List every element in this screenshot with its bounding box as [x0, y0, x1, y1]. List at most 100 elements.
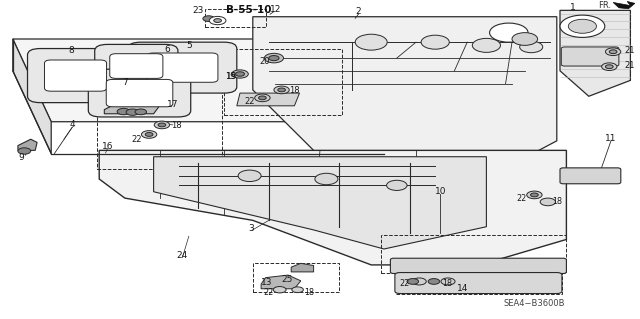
Text: 21: 21 [624, 46, 634, 55]
Circle shape [158, 123, 166, 127]
Text: 22: 22 [516, 194, 527, 203]
Text: 12: 12 [269, 5, 281, 14]
Text: 19: 19 [225, 72, 236, 81]
Text: 22: 22 [264, 288, 274, 297]
FancyBboxPatch shape [44, 60, 106, 91]
Text: 21: 21 [624, 61, 634, 70]
Text: 18: 18 [171, 121, 181, 130]
Polygon shape [253, 17, 557, 208]
Polygon shape [99, 150, 566, 265]
Circle shape [236, 72, 244, 76]
Circle shape [560, 15, 605, 37]
Bar [97, 85, 222, 169]
Circle shape [292, 287, 303, 293]
Text: 25: 25 [281, 275, 292, 284]
FancyBboxPatch shape [106, 79, 173, 107]
Text: 7: 7 [123, 78, 128, 87]
Polygon shape [18, 139, 37, 150]
Polygon shape [560, 10, 630, 96]
Polygon shape [104, 101, 160, 114]
Polygon shape [13, 39, 384, 122]
Text: 18: 18 [289, 86, 300, 95]
Circle shape [512, 33, 538, 45]
Circle shape [203, 16, 214, 21]
Polygon shape [13, 39, 51, 153]
FancyBboxPatch shape [561, 47, 619, 66]
Circle shape [238, 170, 261, 182]
Text: 8: 8 [69, 46, 74, 55]
Text: 2: 2 [356, 7, 361, 17]
Text: 24: 24 [177, 251, 188, 260]
Text: FR.: FR. [598, 1, 611, 10]
Circle shape [412, 278, 426, 285]
Bar [381, 235, 566, 273]
Text: 22: 22 [399, 279, 410, 288]
Circle shape [472, 38, 500, 52]
Text: SEA4−B3600B: SEA4−B3600B [504, 299, 565, 308]
Circle shape [428, 278, 440, 284]
Circle shape [117, 108, 130, 115]
FancyBboxPatch shape [110, 54, 163, 78]
Circle shape [214, 19, 221, 22]
Polygon shape [261, 275, 301, 289]
Circle shape [527, 191, 542, 199]
FancyBboxPatch shape [28, 48, 124, 103]
Text: 18: 18 [552, 197, 562, 206]
Text: 18: 18 [442, 279, 452, 288]
Text: 13: 13 [261, 278, 273, 287]
Text: 3: 3 [249, 224, 254, 233]
Bar [396, 272, 562, 293]
Circle shape [407, 278, 419, 284]
Bar [224, 48, 342, 115]
Circle shape [135, 109, 147, 115]
Circle shape [209, 16, 226, 25]
Text: 11: 11 [605, 134, 617, 143]
FancyBboxPatch shape [560, 168, 621, 184]
Circle shape [602, 63, 617, 70]
Circle shape [273, 286, 286, 293]
Text: 16: 16 [102, 142, 113, 151]
Text: 9: 9 [19, 153, 24, 162]
Circle shape [154, 121, 170, 129]
Text: 10: 10 [435, 187, 446, 196]
Circle shape [126, 109, 139, 115]
Text: 23: 23 [193, 6, 204, 15]
Text: 4: 4 [70, 120, 75, 130]
Circle shape [609, 50, 617, 54]
Circle shape [274, 86, 289, 94]
Text: 1: 1 [570, 3, 575, 12]
Circle shape [355, 34, 387, 50]
Text: 22: 22 [244, 97, 255, 106]
FancyBboxPatch shape [128, 42, 237, 93]
Circle shape [605, 48, 621, 56]
Circle shape [278, 88, 285, 92]
Text: 14: 14 [457, 284, 468, 293]
Circle shape [531, 193, 538, 197]
FancyBboxPatch shape [95, 44, 178, 88]
Circle shape [255, 94, 270, 102]
Circle shape [605, 65, 613, 69]
Circle shape [540, 198, 556, 206]
Bar [253, 263, 339, 292]
Circle shape [269, 56, 279, 61]
FancyBboxPatch shape [390, 258, 566, 273]
Text: 15: 15 [226, 72, 237, 81]
Bar [205, 9, 266, 27]
Text: 5: 5 [187, 41, 192, 50]
FancyBboxPatch shape [88, 69, 191, 117]
Circle shape [18, 148, 31, 154]
FancyBboxPatch shape [147, 53, 218, 82]
Text: B-55-10: B-55-10 [225, 5, 271, 15]
Circle shape [421, 35, 449, 49]
Circle shape [520, 41, 543, 53]
Circle shape [441, 278, 455, 285]
Circle shape [232, 70, 248, 78]
Circle shape [145, 132, 153, 136]
Circle shape [259, 96, 266, 100]
Circle shape [490, 23, 528, 42]
Text: 22: 22 [131, 135, 141, 144]
Text: 20: 20 [259, 57, 269, 66]
FancyBboxPatch shape [395, 272, 562, 293]
Text: 17: 17 [167, 100, 179, 109]
Circle shape [264, 53, 284, 63]
